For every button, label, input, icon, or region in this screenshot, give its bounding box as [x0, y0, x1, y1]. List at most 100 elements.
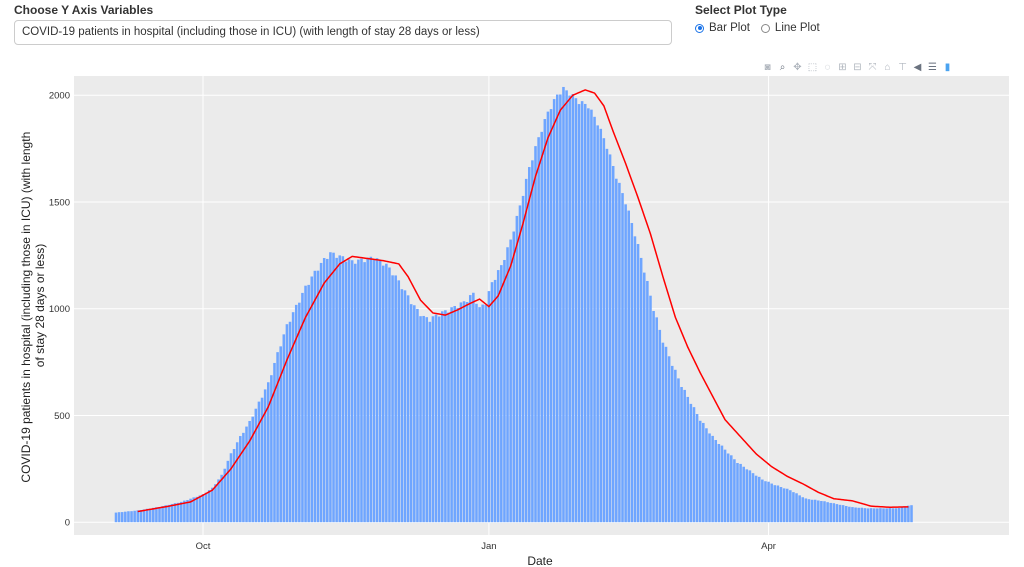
bar[interactable]: [804, 498, 808, 523]
bar[interactable]: [500, 265, 503, 523]
bar[interactable]: [655, 317, 658, 523]
bar[interactable]: [273, 362, 276, 523]
bar[interactable]: [559, 94, 562, 523]
bar[interactable]: [496, 270, 500, 523]
bar[interactable]: [854, 507, 857, 523]
bar[interactable]: [170, 503, 174, 523]
bar[interactable]: [515, 215, 519, 523]
bar[interactable]: [307, 284, 310, 523]
bar[interactable]: [764, 481, 767, 523]
bar[interactable]: [574, 98, 578, 523]
bar[interactable]: [130, 511, 133, 523]
bar[interactable]: [472, 292, 475, 523]
bar[interactable]: [400, 289, 404, 523]
bar[interactable]: [677, 378, 680, 523]
bar[interactable]: [186, 500, 189, 523]
bar[interactable]: [748, 470, 752, 523]
bar[interactable]: [664, 346, 668, 523]
bar[interactable]: [217, 479, 220, 523]
bar[interactable]: [235, 442, 239, 523]
bar[interactable]: [708, 433, 711, 523]
bar[interactable]: [161, 506, 164, 523]
bar[interactable]: [807, 499, 811, 523]
bar[interactable]: [832, 503, 836, 523]
bar[interactable]: [621, 193, 624, 523]
bar[interactable]: [245, 426, 248, 523]
bar[interactable]: [590, 109, 593, 523]
bar[interactable]: [894, 508, 898, 523]
bar[interactable]: [521, 195, 525, 523]
bar[interactable]: [888, 508, 892, 523]
bar[interactable]: [698, 420, 702, 523]
bar[interactable]: [254, 408, 258, 523]
bar[interactable]: [661, 342, 665, 523]
bar[interactable]: [456, 308, 460, 523]
bar[interactable]: [770, 483, 773, 523]
bar[interactable]: [462, 301, 466, 523]
bar[interactable]: [587, 108, 590, 523]
bar[interactable]: [148, 508, 152, 523]
bar[interactable]: [876, 508, 879, 523]
bar[interactable]: [555, 94, 559, 523]
bar[interactable]: [326, 258, 329, 523]
bar[interactable]: [270, 375, 273, 523]
bar[interactable]: [633, 236, 637, 523]
bar[interactable]: [583, 103, 587, 523]
bar[interactable]: [369, 256, 373, 523]
bar[interactable]: [872, 508, 876, 523]
bar[interactable]: [754, 475, 758, 523]
bar[interactable]: [409, 304, 413, 523]
bar[interactable]: [291, 312, 295, 523]
bar[interactable]: [378, 259, 382, 523]
bar[interactable]: [201, 494, 205, 523]
bar[interactable]: [431, 316, 435, 523]
bar[interactable]: [335, 257, 338, 523]
bar[interactable]: [879, 508, 882, 523]
bar[interactable]: [810, 499, 814, 523]
bar[interactable]: [350, 260, 354, 523]
bar[interactable]: [279, 346, 282, 523]
bar[interactable]: [549, 109, 553, 523]
line-plot-radio[interactable]: Line Plot: [760, 22, 820, 34]
bar[interactable]: [723, 449, 727, 523]
bar[interactable]: [739, 463, 742, 523]
bar[interactable]: [543, 119, 547, 523]
lasso-icon[interactable]: ◌: [824, 62, 831, 73]
bar[interactable]: [745, 469, 749, 523]
bar[interactable]: [490, 282, 494, 523]
bar[interactable]: [813, 499, 817, 523]
bar[interactable]: [183, 500, 186, 523]
bar[interactable]: [465, 302, 469, 523]
bar[interactable]: [562, 86, 565, 523]
bar[interactable]: [260, 397, 264, 523]
bar[interactable]: [419, 316, 422, 523]
bar[interactable]: [164, 505, 167, 523]
bar[interactable]: [363, 262, 366, 523]
bar[interactable]: [478, 307, 481, 523]
bar[interactable]: [534, 146, 537, 523]
bar[interactable]: [257, 401, 261, 523]
bar[interactable]: [599, 128, 603, 523]
bar[interactable]: [717, 444, 721, 523]
spike-lines-icon[interactable]: ⊤: [898, 62, 907, 73]
bar[interactable]: [524, 178, 528, 523]
bar[interactable]: [403, 290, 407, 523]
bar[interactable]: [310, 276, 314, 523]
bar[interactable]: [785, 488, 789, 523]
bar[interactable]: [397, 280, 401, 523]
bar[interactable]: [618, 182, 621, 523]
bar[interactable]: [742, 466, 745, 523]
bar[interactable]: [627, 210, 630, 523]
bar[interactable]: [136, 510, 140, 523]
bar[interactable]: [285, 324, 289, 523]
bar[interactable]: [155, 507, 158, 523]
bar[interactable]: [835, 504, 839, 523]
bar[interactable]: [869, 508, 873, 523]
bar[interactable]: [304, 285, 307, 523]
bar[interactable]: [468, 295, 472, 523]
bar[interactable]: [487, 291, 491, 523]
autoscale-icon[interactable]: ⤧: [868, 62, 877, 73]
zoom-icon[interactable]: ⌕: [779, 62, 786, 73]
camera-icon[interactable]: ◙: [764, 62, 771, 73]
pan-icon[interactable]: ✥: [793, 62, 802, 73]
